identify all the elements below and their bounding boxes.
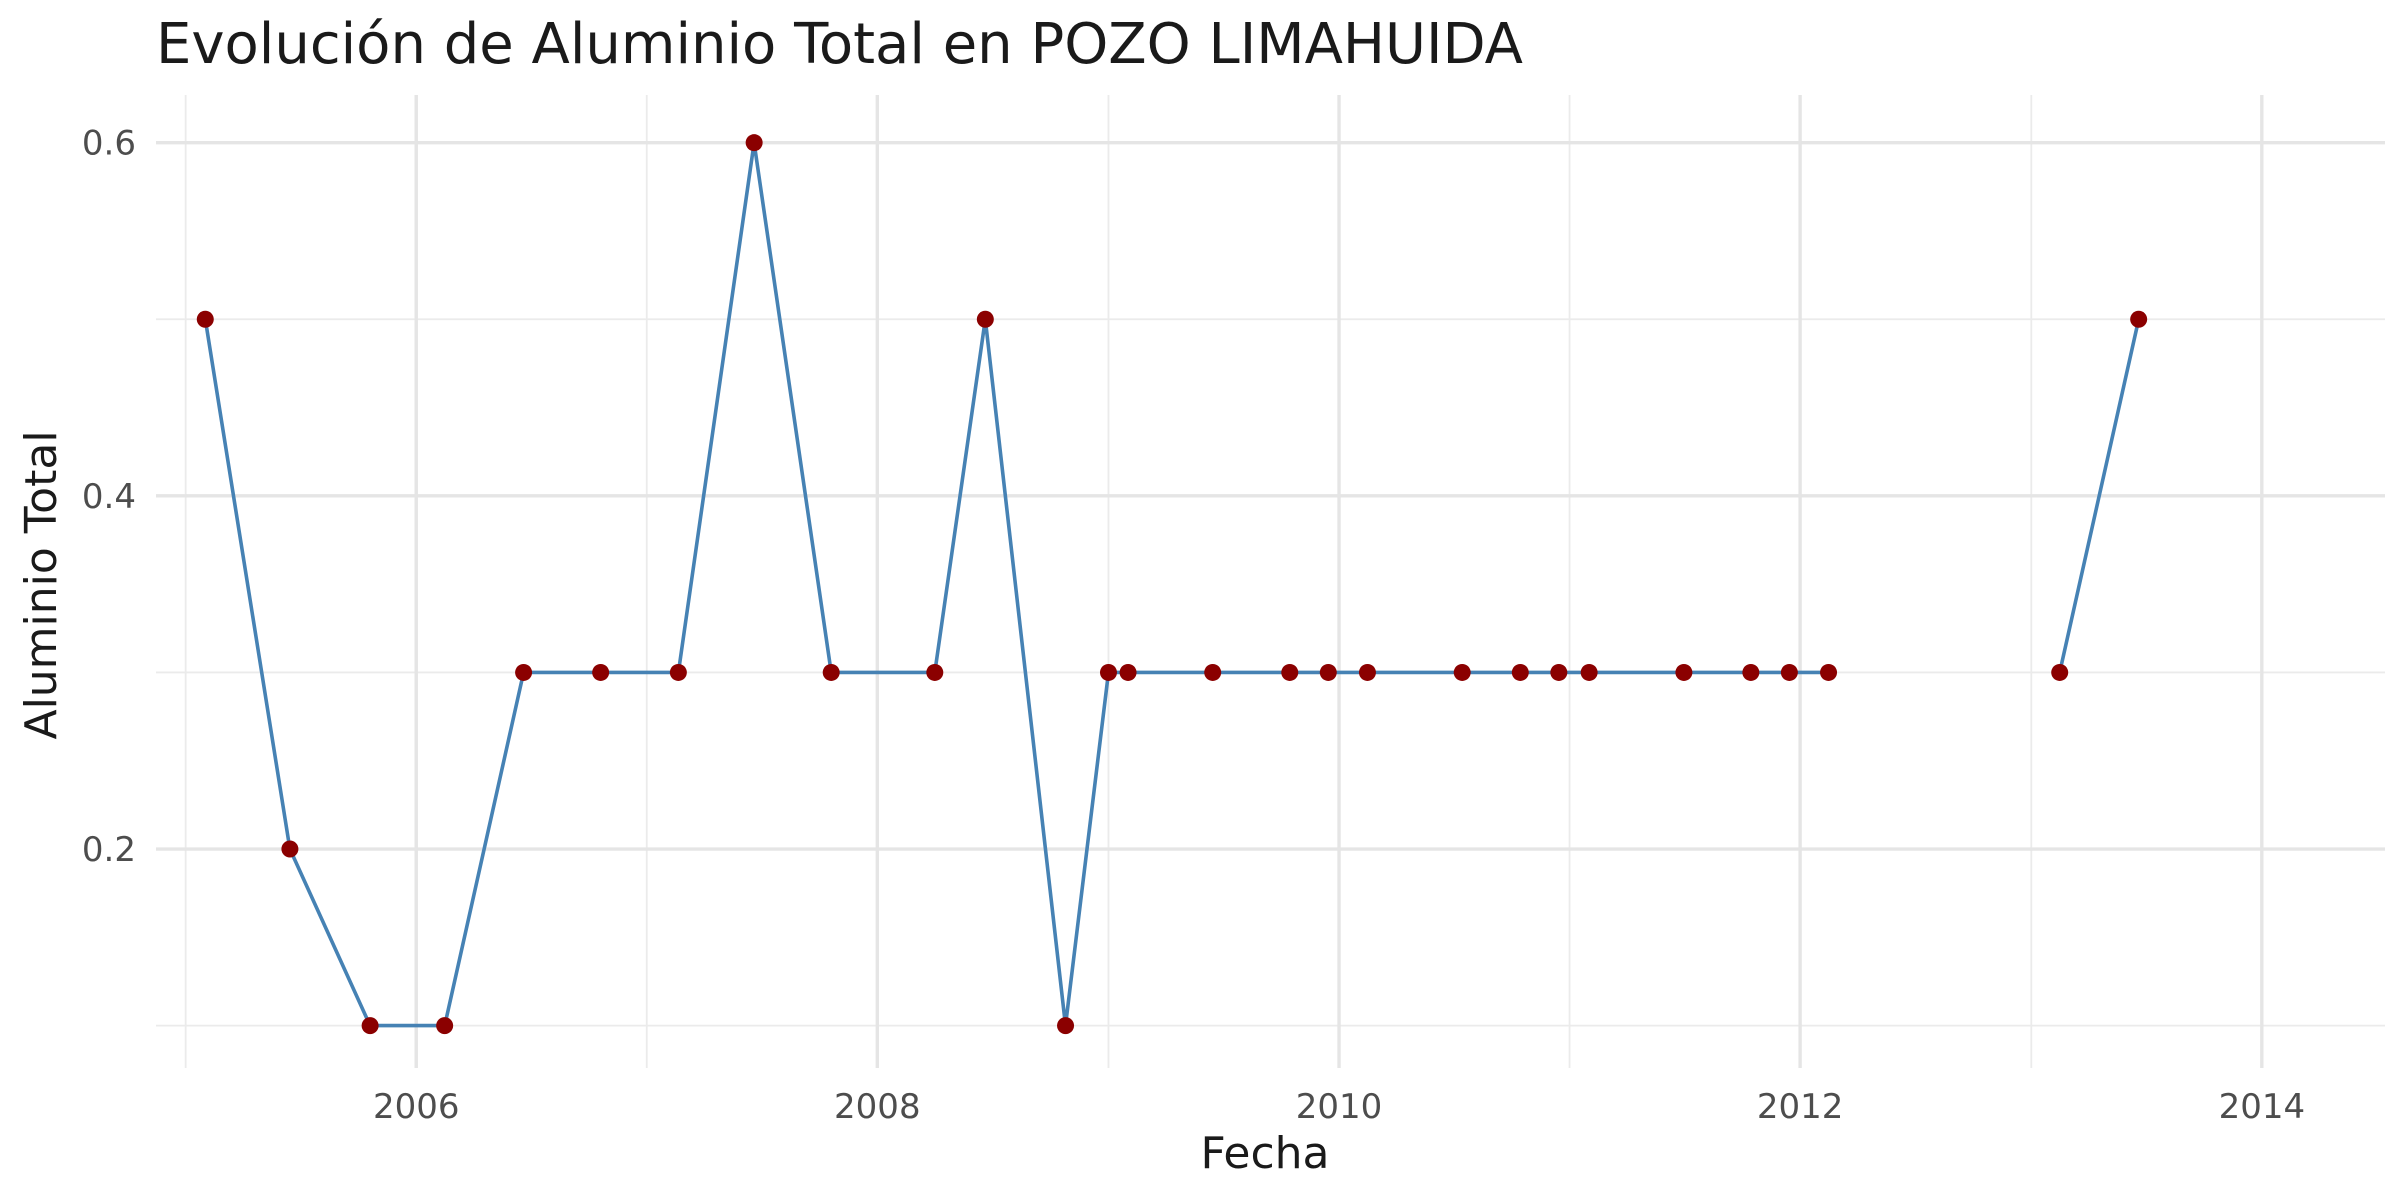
x-tick-label: 2010 xyxy=(1296,1087,1383,1127)
data-point xyxy=(1099,663,1117,681)
data-point xyxy=(2130,310,2148,328)
series-line xyxy=(203,140,1829,1028)
data-point xyxy=(1281,663,1299,681)
data-point xyxy=(1550,663,1568,681)
x-tick-label: 2008 xyxy=(834,1087,921,1127)
data-point xyxy=(926,663,944,681)
data-point xyxy=(822,663,840,681)
data-point xyxy=(592,663,610,681)
data-point xyxy=(436,1017,454,1035)
series-line xyxy=(2057,318,2141,673)
x-tick-label: 2012 xyxy=(1757,1087,1844,1127)
data-point xyxy=(1820,663,1838,681)
y-tick-label: 0.2 xyxy=(82,830,136,870)
data-point xyxy=(1511,663,1529,681)
y-axis-title: Aluminio Total xyxy=(16,430,67,739)
x-tick-label: 2014 xyxy=(2219,1087,2306,1127)
data-point xyxy=(745,134,763,152)
data-point xyxy=(1742,663,1760,681)
data-point xyxy=(1358,663,1376,681)
data-point xyxy=(1675,663,1693,681)
data-point xyxy=(515,663,533,681)
data-point xyxy=(1204,663,1222,681)
data-point xyxy=(1057,1017,1075,1035)
series-lines xyxy=(203,140,2141,1028)
data-point xyxy=(196,310,214,328)
data-point xyxy=(1319,663,1337,681)
data-point xyxy=(361,1017,379,1035)
grid-lines xyxy=(156,95,2385,1068)
data-point xyxy=(1119,663,1137,681)
data-point xyxy=(1453,663,1471,681)
data-point xyxy=(2051,663,2069,681)
tick-labels: 0.2 0.4 0.6 2006 2008 2010 2012 2014 xyxy=(82,124,2305,1127)
x-tick-label: 2006 xyxy=(373,1087,460,1127)
data-points xyxy=(196,134,2148,1035)
data-point xyxy=(669,663,687,681)
data-point xyxy=(281,840,299,858)
data-point xyxy=(976,310,994,328)
x-axis-title: Fecha xyxy=(1200,1128,1329,1179)
data-point xyxy=(1780,663,1798,681)
y-tick-label: 0.6 xyxy=(82,124,136,164)
data-point xyxy=(1580,663,1598,681)
chart-title: Evolución de Aluminio Total en POZO LIMA… xyxy=(156,12,1523,77)
y-tick-label: 0.4 xyxy=(82,477,136,517)
